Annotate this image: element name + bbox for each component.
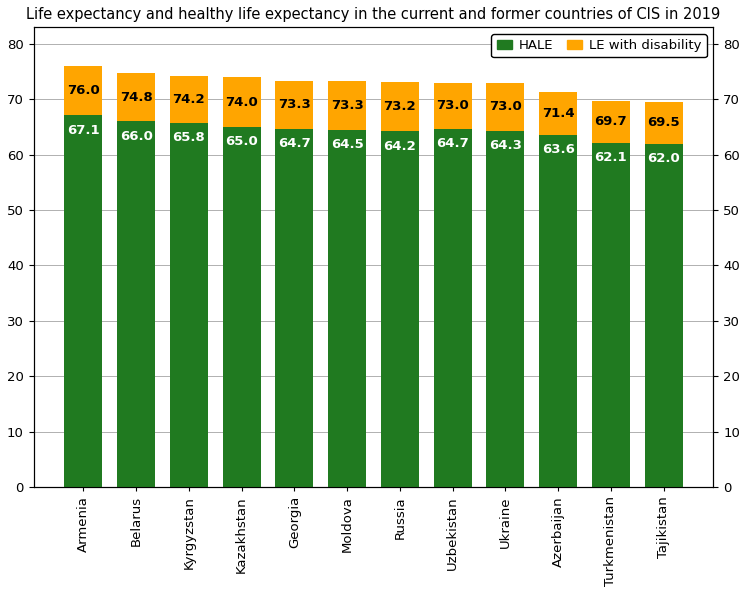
Text: 71.4: 71.4 <box>542 107 574 120</box>
Text: 64.3: 64.3 <box>489 139 522 152</box>
Text: 66.0: 66.0 <box>120 130 152 143</box>
Bar <box>64 116 102 487</box>
Bar <box>486 82 524 131</box>
Bar <box>539 91 577 135</box>
Text: 67.1: 67.1 <box>67 124 100 136</box>
Bar <box>645 144 683 487</box>
Bar <box>276 81 314 129</box>
Legend: HALE, LE with disability: HALE, LE with disability <box>492 34 707 58</box>
Bar <box>64 66 102 116</box>
Text: 69.7: 69.7 <box>595 116 627 129</box>
Text: 62.1: 62.1 <box>595 151 627 164</box>
Text: 73.3: 73.3 <box>278 98 311 111</box>
Bar <box>592 143 630 487</box>
Bar <box>117 122 155 487</box>
Title: Life expectancy and healthy life expectancy in the current and former countries : Life expectancy and healthy life expecta… <box>26 7 721 22</box>
Bar <box>645 102 683 144</box>
Bar <box>276 129 314 487</box>
Text: 65.0: 65.0 <box>226 135 258 148</box>
Text: 74.0: 74.0 <box>226 95 258 109</box>
Text: 69.5: 69.5 <box>647 116 680 129</box>
Text: 73.0: 73.0 <box>489 100 521 113</box>
Bar <box>170 123 208 487</box>
Bar <box>223 127 261 487</box>
Bar <box>592 101 630 143</box>
Bar <box>117 73 155 122</box>
Bar <box>486 131 524 487</box>
Bar <box>328 130 366 487</box>
Text: 64.7: 64.7 <box>436 137 469 150</box>
Text: 74.2: 74.2 <box>173 93 205 106</box>
Text: 64.2: 64.2 <box>383 140 416 153</box>
Bar <box>381 82 419 132</box>
Bar <box>223 77 261 127</box>
Text: 73.0: 73.0 <box>436 99 469 112</box>
Bar <box>328 81 366 130</box>
Text: 63.6: 63.6 <box>542 143 574 156</box>
Text: 73.3: 73.3 <box>331 99 364 112</box>
Text: 64.5: 64.5 <box>331 138 364 151</box>
Bar <box>381 132 419 487</box>
Text: 74.8: 74.8 <box>120 91 152 104</box>
Text: 73.2: 73.2 <box>383 100 416 113</box>
Bar <box>433 129 471 487</box>
Text: 65.8: 65.8 <box>173 131 205 144</box>
Bar <box>539 135 577 487</box>
Bar <box>170 76 208 123</box>
Text: 76.0: 76.0 <box>67 84 100 97</box>
Text: 64.7: 64.7 <box>278 137 311 150</box>
Bar <box>433 82 471 129</box>
Text: 62.0: 62.0 <box>647 152 680 165</box>
